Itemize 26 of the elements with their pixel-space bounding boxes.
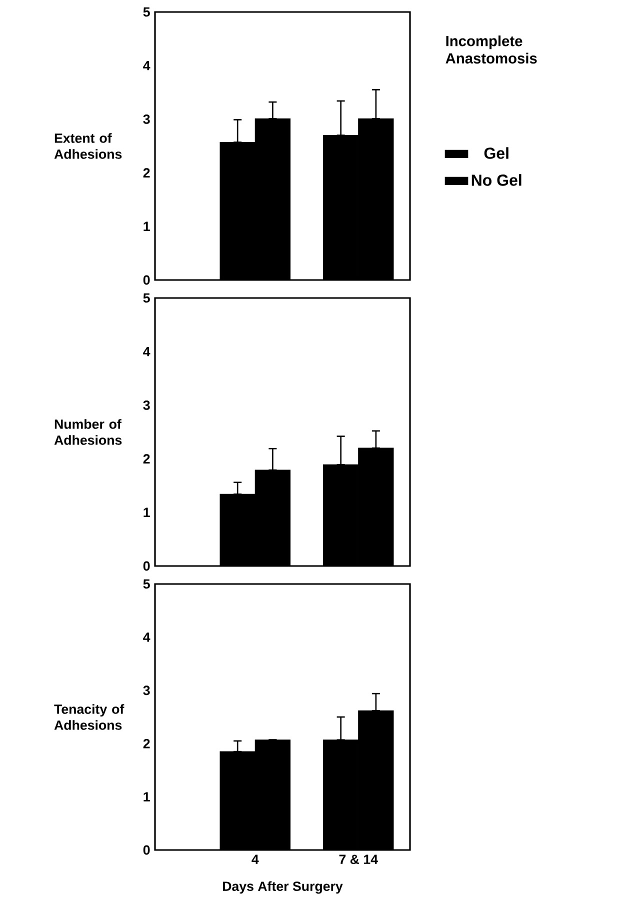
y-tick-label: 4 (143, 347, 150, 356)
legend-label: Gel (484, 147, 508, 159)
y-tick-label: 2 (143, 168, 150, 178)
y-tick-label: 1 (144, 222, 150, 231)
y-tick-label: 1 (144, 792, 150, 802)
y-tick-label: 3 (143, 400, 150, 410)
y-tick-label: 5 (143, 7, 150, 17)
y-tick-label: 0 (143, 561, 150, 571)
y-axis-title: Tenacity of Adhesions (54, 704, 124, 730)
legend-label: No Gel (472, 174, 522, 186)
x-tick-label: 7 & 14 (339, 854, 378, 864)
y-axis-title: Extent of Adhesions (54, 133, 122, 159)
y-tick-label: 5 (143, 293, 150, 303)
y-tick-label: 2 (143, 454, 150, 464)
y-tick-label: 4 (143, 61, 150, 70)
x-axis-title: Days After Surgery (223, 881, 343, 894)
y-tick-label: 3 (143, 686, 150, 696)
y-tick-label: 0 (143, 275, 150, 285)
y-tick-label: 5 (143, 579, 150, 589)
y-tick-label: 3 (143, 114, 150, 124)
legend-title: Incomplete Anastomosis (446, 35, 537, 64)
y-axis-title: Number of Adhesions (54, 419, 122, 445)
y-tick-label: 2 (143, 738, 150, 748)
y-tick-label: 4 (143, 632, 150, 642)
y-tick-label: 0 (143, 845, 150, 855)
y-tick-label: 1 (144, 508, 150, 517)
